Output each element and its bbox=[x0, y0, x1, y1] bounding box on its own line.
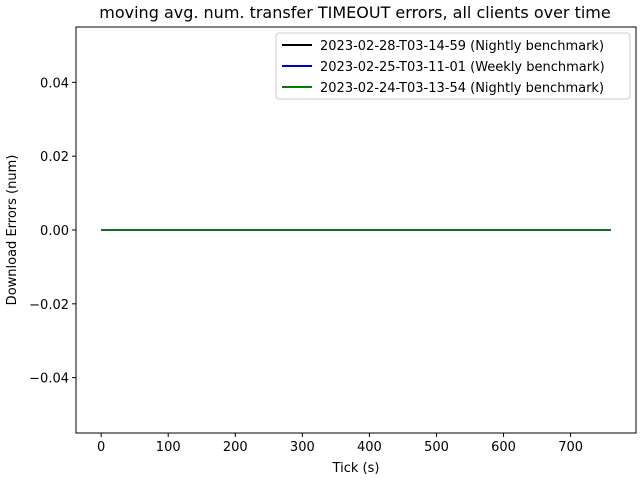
legend-label-1: 2023-02-25-T03-11-01 (Weekly benchmark) bbox=[320, 60, 605, 75]
x-tick-label: 500 bbox=[424, 440, 449, 455]
legend-label-2: 2023-02-24-T03-13-54 (Nightly benchmark) bbox=[320, 81, 604, 96]
x-tick-label: 400 bbox=[357, 440, 382, 455]
x-axis: 0 100 200 300 400 500 600 700 bbox=[97, 433, 583, 455]
chart-title: moving avg. num. transfer TIMEOUT errors… bbox=[99, 3, 610, 22]
y-tick-label: 0.02 bbox=[40, 150, 69, 165]
x-tick-label: 0 bbox=[97, 440, 105, 455]
y-axis: −0.04 −0.02 0.00 0.02 0.04 bbox=[29, 76, 76, 387]
legend-box bbox=[275, 32, 631, 100]
legend: 2023-02-28-T03-14-59 (Nightly benchmark)… bbox=[275, 32, 631, 100]
x-axis-label: Tick (s) bbox=[332, 461, 380, 476]
x-tick-label: 600 bbox=[491, 440, 516, 455]
y-tick-label: −0.04 bbox=[29, 372, 69, 387]
y-tick-label: 0.00 bbox=[40, 224, 69, 239]
y-tick-label: −0.02 bbox=[29, 298, 69, 313]
x-tick-label: 300 bbox=[290, 440, 315, 455]
legend-label-0: 2023-02-28-T03-14-59 (Nightly benchmark) bbox=[320, 39, 604, 54]
x-tick-label: 200 bbox=[223, 440, 248, 455]
x-tick-label: 700 bbox=[558, 440, 583, 455]
y-axis-label: Download Errors (num) bbox=[5, 155, 20, 306]
x-tick-label: 100 bbox=[156, 440, 181, 455]
y-tick-label: 0.04 bbox=[40, 76, 69, 91]
